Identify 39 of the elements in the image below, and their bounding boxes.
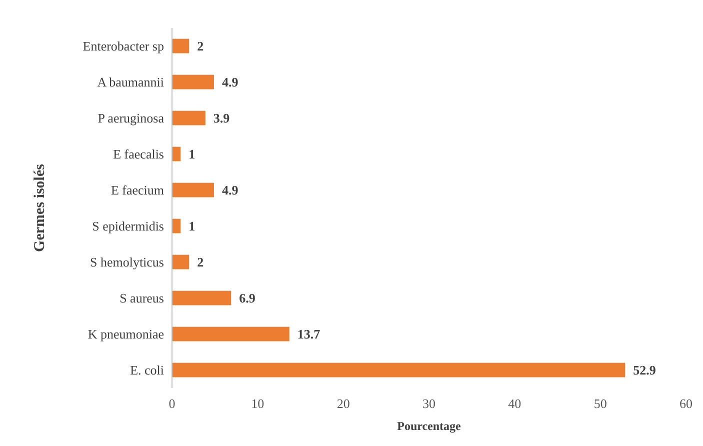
data-label: 1 bbox=[188, 218, 196, 234]
data-label: 2 bbox=[197, 254, 204, 270]
y-axis-title: Germes isolés bbox=[32, 164, 48, 252]
bar bbox=[172, 326, 290, 342]
x-axis-title: Pourcentage bbox=[397, 419, 462, 433]
y-tick-label: S aureus bbox=[120, 290, 164, 306]
data-label: 1 bbox=[188, 146, 196, 162]
y-tick-label: S hemolyticus bbox=[90, 254, 164, 270]
y-tick-label: E faecium bbox=[110, 182, 164, 198]
bar bbox=[172, 254, 190, 270]
bar bbox=[172, 290, 232, 306]
data-label: 2 bbox=[197, 38, 204, 54]
x-tick-label: 10 bbox=[251, 396, 264, 411]
x-tick-label: 30 bbox=[422, 396, 436, 411]
bar bbox=[172, 38, 190, 54]
x-tick-label: 60 bbox=[680, 396, 692, 411]
bar bbox=[172, 362, 626, 378]
y-tick-label: Enterobacter sp bbox=[82, 38, 164, 54]
bar bbox=[172, 74, 214, 90]
y-tick-label: K pneumoniae bbox=[88, 326, 164, 342]
x-tick-label: 0 bbox=[168, 396, 176, 411]
data-label: 13.7 bbox=[297, 326, 321, 342]
bar bbox=[172, 182, 214, 198]
y-tick-label: E. coli bbox=[130, 362, 164, 378]
y-tick-label: A baumannii bbox=[97, 74, 164, 90]
y-tick-label: E faecalis bbox=[113, 146, 164, 162]
data-label: 4.9 bbox=[222, 74, 239, 90]
data-label: 52.9 bbox=[633, 362, 656, 378]
y-tick-label: S epidermidis bbox=[92, 218, 164, 234]
bar bbox=[172, 218, 181, 234]
bar bbox=[172, 110, 206, 126]
x-tick-label: 40 bbox=[508, 396, 522, 411]
data-label: 4.9 bbox=[222, 182, 239, 198]
x-tick-label: 20 bbox=[336, 396, 350, 411]
y-tick-label: P aeruginosa bbox=[98, 110, 164, 126]
data-label: 3.9 bbox=[213, 110, 230, 126]
data-label: 6.9 bbox=[239, 290, 256, 306]
bar bbox=[172, 146, 181, 162]
x-tick-label: 50 bbox=[594, 396, 607, 411]
